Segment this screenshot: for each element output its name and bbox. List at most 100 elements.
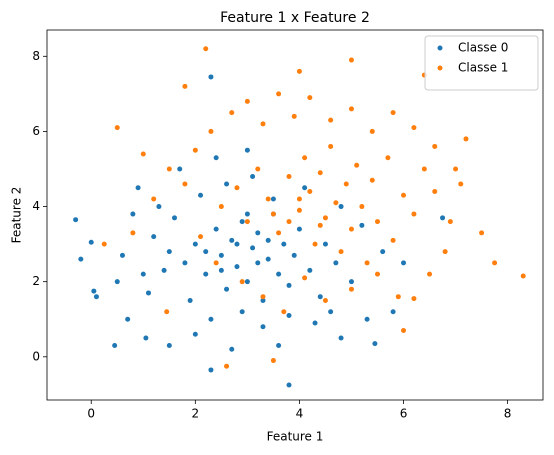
y-tick-label: 8 (32, 49, 40, 63)
point (492, 260, 498, 266)
point (151, 234, 157, 240)
point (348, 57, 354, 63)
point (276, 343, 282, 349)
y-tick-label: 4 (32, 199, 40, 213)
y-axis-label: Feature 2 (10, 187, 24, 244)
point (338, 249, 344, 255)
point (250, 245, 256, 251)
point (166, 166, 172, 172)
point (343, 181, 349, 187)
point (203, 271, 209, 277)
point (203, 46, 209, 52)
point (192, 241, 198, 247)
point (359, 204, 365, 210)
point (182, 83, 188, 89)
point (255, 230, 261, 236)
x-tick-label: 0 (87, 407, 95, 421)
x-axis-label: Feature 1 (267, 430, 324, 444)
point (372, 341, 378, 347)
point (114, 279, 120, 285)
point (291, 113, 297, 119)
point (239, 219, 245, 225)
point (312, 241, 318, 247)
point (101, 241, 107, 247)
point (135, 185, 141, 191)
point (260, 121, 266, 127)
point (218, 252, 224, 258)
point (333, 200, 339, 206)
point (307, 95, 313, 101)
point (140, 151, 146, 157)
point (265, 237, 271, 243)
point (229, 237, 235, 243)
point (203, 249, 209, 255)
point (442, 249, 448, 255)
x-tick-label: 2 (192, 407, 200, 421)
point (380, 249, 386, 255)
point (322, 297, 328, 303)
point (192, 147, 198, 153)
point (143, 335, 149, 341)
point (208, 367, 214, 373)
point (166, 249, 172, 255)
point (447, 219, 453, 225)
legend-label: Classe 0 (458, 41, 508, 55)
point (213, 155, 219, 161)
point (218, 204, 224, 210)
point (322, 215, 328, 221)
point (182, 260, 188, 266)
point (182, 181, 188, 187)
point (296, 207, 302, 213)
point (453, 166, 459, 172)
point (161, 267, 167, 273)
point (208, 74, 214, 80)
point (166, 343, 172, 349)
point (91, 288, 97, 294)
point (234, 185, 240, 191)
point (348, 279, 354, 285)
point (338, 335, 344, 341)
point (145, 290, 151, 296)
point (364, 316, 370, 322)
point (395, 294, 401, 300)
point (322, 241, 328, 247)
point (401, 328, 407, 334)
point (463, 136, 469, 142)
point (286, 312, 292, 318)
point (198, 234, 204, 240)
point (432, 189, 438, 195)
point (270, 211, 276, 217)
point (317, 294, 323, 300)
legend-label: Classe 1 (458, 61, 508, 75)
point (369, 177, 375, 183)
point (296, 196, 302, 202)
point (130, 211, 136, 217)
point (270, 358, 276, 364)
point (234, 264, 240, 270)
legend-marker (437, 45, 443, 51)
point (328, 143, 334, 149)
point (286, 382, 292, 388)
point (156, 204, 162, 210)
point (286, 173, 292, 179)
point (112, 343, 118, 349)
point (354, 162, 360, 168)
point (411, 125, 417, 131)
point (177, 166, 183, 172)
point (265, 256, 271, 262)
point (218, 267, 224, 273)
point (229, 346, 235, 352)
point (390, 309, 396, 315)
point (302, 155, 308, 161)
point (244, 147, 250, 153)
point (374, 271, 380, 277)
point (348, 286, 354, 292)
point (260, 294, 266, 300)
point (359, 222, 365, 228)
point (348, 106, 354, 112)
point (401, 260, 407, 266)
point (432, 143, 438, 149)
legend-box (424, 35, 539, 91)
point (78, 256, 84, 262)
point (364, 260, 370, 266)
